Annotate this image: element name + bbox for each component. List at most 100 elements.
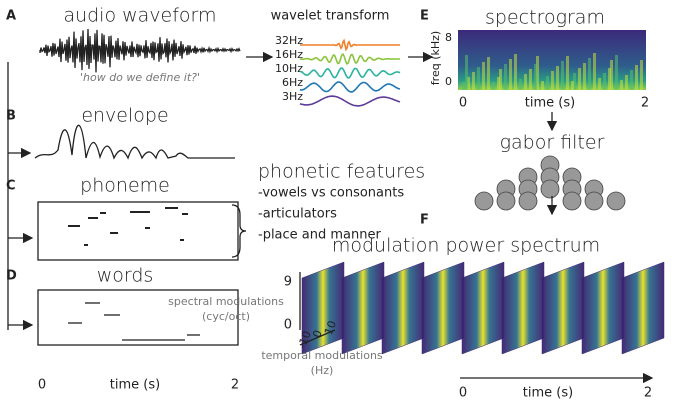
phoneme-box (37, 201, 239, 261)
gabor-circle (474, 191, 494, 211)
tick-label: 2 (644, 386, 652, 401)
spectrogram-cell (593, 53, 596, 90)
spectrogram-cell (610, 60, 613, 90)
spectrogram-cell (536, 56, 539, 90)
spectrogram-cell (509, 59, 512, 90)
modulation-panel (621, 261, 665, 355)
spectrogram-cell (578, 68, 581, 90)
band-label: 32Hz (275, 34, 303, 47)
spectrogram-cell (467, 77, 470, 90)
axis (299, 329, 336, 346)
spectrogram-cell (640, 60, 643, 90)
gabor-circle (540, 179, 560, 199)
panel-letter: B (6, 109, 16, 124)
spectrogram-cell (541, 81, 544, 90)
tick-label: 8 (445, 31, 452, 44)
spectrogram-cell (546, 76, 549, 90)
axis-label: time (s) (523, 386, 573, 401)
spectrogram-cell (556, 66, 559, 90)
modulation-panel (581, 261, 625, 355)
gabor-circle (562, 191, 582, 211)
wavelet (299, 52, 400, 66)
feature-item: -place and manner (258, 228, 381, 243)
spectrogram-cell (630, 70, 633, 90)
spectrogram-cell (492, 82, 495, 90)
tick-label: 0 (445, 75, 452, 88)
wavelet (300, 38, 400, 52)
words-box (37, 289, 239, 346)
panel-title: wavelet transform (271, 9, 390, 24)
axis-label: spectral modulations (168, 295, 284, 308)
axis-label: time (s) (110, 378, 160, 393)
feature-item: -articulators (258, 207, 337, 222)
spectrogram-cell (625, 75, 628, 90)
spectrogram-cell (462, 82, 465, 90)
modulation-panel (421, 261, 465, 355)
spectrogram-cell (465, 55, 468, 90)
spectrogram-cell (534, 64, 537, 90)
spectrogram-cell (588, 58, 591, 90)
spectrogram-cell (497, 77, 500, 90)
spectrogram-cell (561, 61, 564, 90)
gabor-circle (518, 191, 538, 211)
waveform (39, 28, 241, 73)
panel-title: phoneme (80, 175, 170, 197)
spectrogram-cell (598, 78, 601, 90)
wavelet (299, 67, 401, 79)
spectrogram-cell (635, 65, 638, 90)
tick-label: 2 (641, 96, 649, 111)
spectrogram-cell (571, 81, 574, 90)
tick-label: 2 (231, 378, 239, 393)
panel-title: gabor filter (500, 132, 605, 154)
brace (231, 204, 247, 258)
tick-label: 9 (284, 275, 292, 290)
spectrogram-cell (524, 74, 527, 90)
spectrogram-cell (603, 73, 606, 90)
modulation-panel (381, 261, 425, 355)
spectrogram-cell (482, 62, 485, 90)
spectrogram-detail (462, 53, 643, 90)
panel-title: words (97, 265, 154, 287)
panel-title: audio waveform (63, 5, 216, 27)
tick-label: -10 (295, 329, 313, 350)
modulation-panels (301, 261, 665, 355)
tick-label: 10 (322, 319, 339, 337)
spectrogram-cell (477, 67, 480, 90)
axis-label: (Hz) (311, 364, 334, 377)
spectrogram-cell (566, 56, 569, 90)
spectrogram-cell (504, 64, 507, 90)
phoneme-marks (68, 207, 188, 246)
gabor-circle (496, 191, 516, 211)
panel-letter: F (420, 213, 429, 228)
modulation-panel (501, 261, 545, 355)
spectrogram-cell (529, 69, 532, 90)
spectrogram-cell (519, 79, 522, 90)
panel-letter: E (420, 9, 429, 24)
envelope (34, 124, 235, 160)
panel-letter: C (6, 179, 16, 194)
tick-label: 0 (284, 318, 292, 333)
features-title: phonetic features (258, 161, 425, 183)
spectrogram-cell (583, 63, 586, 90)
band-label: 10Hz (275, 62, 303, 75)
tick-label: 0 (459, 386, 467, 401)
tick-label: 0 (310, 328, 325, 339)
modulation-panel (461, 261, 505, 355)
axis-label: (cyc/oct) (202, 310, 250, 323)
spectrogram-cell (514, 54, 517, 90)
feature-item: -vowels vs consonants (258, 186, 404, 201)
spectrogram-cell (573, 73, 576, 90)
word-marks (68, 302, 200, 341)
gabor-circle (606, 191, 626, 211)
panel-title: spectrogram (485, 7, 605, 29)
gabor-circle (584, 191, 604, 211)
caption: 'how do we define it?' (80, 71, 200, 84)
panel-title: modulation power spectrum (332, 235, 600, 257)
tick-label: 0 (38, 378, 46, 393)
band-label: 16Hz (275, 48, 303, 61)
panel-letter: A (6, 9, 16, 24)
spectrogram-cell (499, 69, 502, 90)
axis-label: time (s) (525, 96, 575, 111)
panel-title: envelope (81, 105, 168, 127)
